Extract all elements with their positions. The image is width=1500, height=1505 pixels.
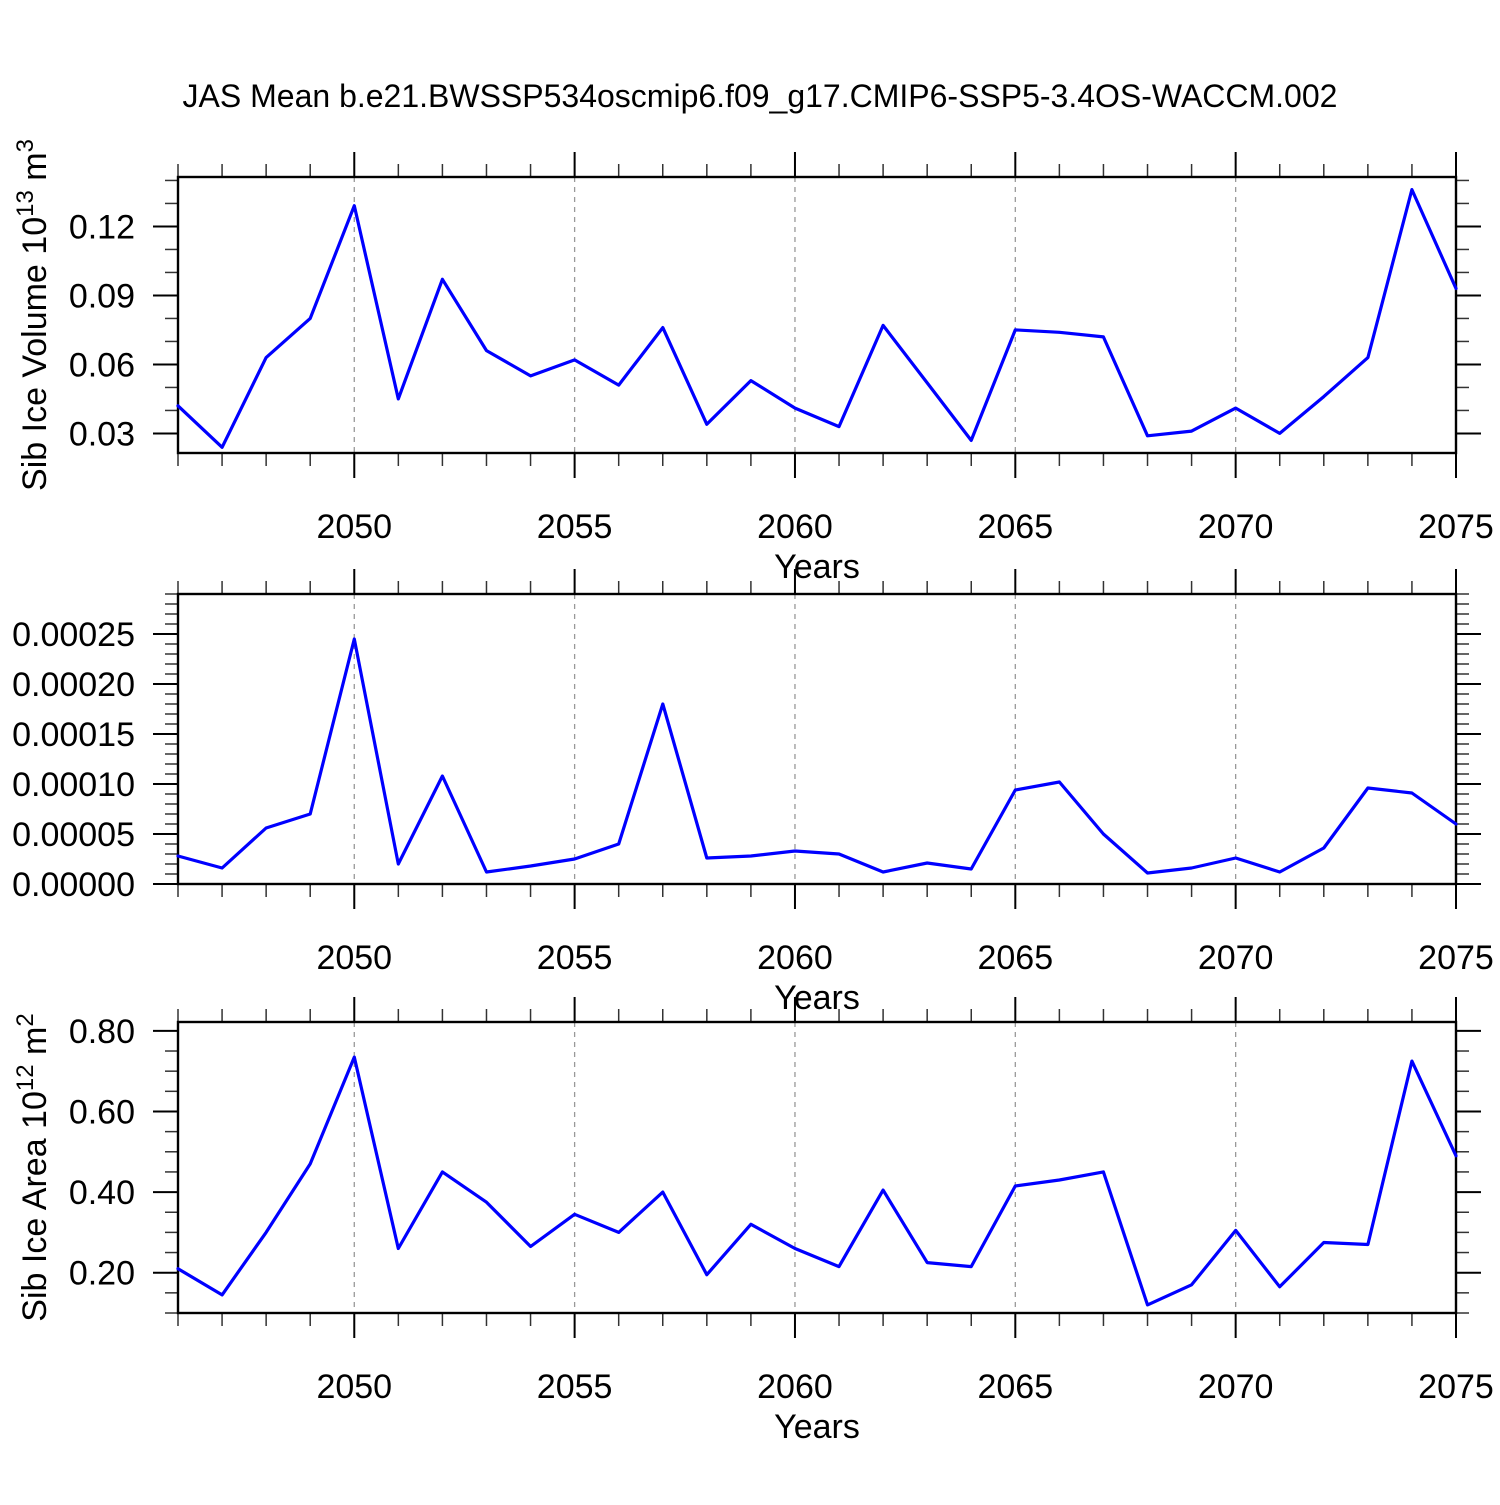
plot-border [176, 1020, 1458, 1315]
plot-border [176, 592, 1458, 886]
x-tick-label: 2060 [757, 1368, 833, 1406]
y-tick-label: 0.00005 [12, 816, 135, 854]
panel-sib-ice-middle: 2050 2055 2060 2065 2070 2075 0.00000 0.00005 0.… [12, 569, 1494, 1017]
x-tick-label: 2070 [1198, 508, 1274, 546]
plot-border [176, 175, 1458, 455]
chart-title: JAS Mean b.e21.BWSSP534oscmip6.f09_g17.C… [183, 78, 1338, 114]
y-tick-label: 0.00000 [12, 866, 135, 904]
x-tick-label: 2055 [537, 939, 613, 977]
x-tick-label: 2065 [977, 939, 1053, 977]
y-tick-label: 0.09 [69, 277, 135, 315]
y-tick-label: 0.80 [69, 1013, 135, 1051]
x-tick-label: 2060 [757, 508, 833, 546]
y-axis-label: Sib Ice Volume 1013 m3 [12, 139, 54, 491]
y-tick-label: 0.00025 [12, 616, 135, 654]
y-tick-label: 0.20 [69, 1255, 135, 1293]
x-tick-label: 2050 [316, 508, 392, 546]
x-tick-label: 2065 [977, 508, 1053, 546]
panel-sib-ice-area: 2050 2055 2060 2065 2070 2075 0.20 0.40 0.60 0.80… [12, 997, 1494, 1446]
x-tick-label: 2075 [1418, 939, 1494, 977]
x-axis-label: Years [774, 1408, 860, 1446]
x-tick-label: 2050 [316, 1368, 392, 1406]
x-tick-label: 2075 [1418, 1368, 1494, 1406]
data-line-sib-ice-volume [176, 188, 1458, 449]
y-tick-label: 0.03 [69, 415, 135, 453]
y-axis-label: Sib Ice Area 1012 m2 [12, 1013, 54, 1321]
x-tick-label: 2070 [1198, 939, 1274, 977]
x-tick-label: 2070 [1198, 1368, 1274, 1406]
x-tick-label: 2060 [757, 939, 833, 977]
x-axis-label: Years [774, 548, 860, 586]
x-tick-label: 2055 [537, 508, 613, 546]
x-tick-label: 2055 [537, 1368, 613, 1406]
y-tick-label: 0.06 [69, 346, 135, 384]
x-axis-label: Years [774, 979, 860, 1017]
x-tick-label: 2075 [1418, 508, 1494, 546]
y-tick-label: 0.00015 [12, 716, 135, 754]
x-tick-label: 2065 [977, 1368, 1053, 1406]
y-tick-label: 0.40 [69, 1174, 135, 1212]
data-line-sib-ice-area [176, 1055, 1458, 1307]
y-tick-label: 0.00010 [12, 766, 135, 804]
y-tick-label: 0.12 [69, 208, 135, 246]
x-tick-label: 2050 [316, 939, 392, 977]
panel-sib-ice-volume: 2050 2055 2060 2065 2070 2075 0.03 0.06 0.09 0.12… [12, 139, 1494, 586]
y-tick-label: 0.60 [69, 1093, 135, 1131]
data-line-sib-ice-middle [176, 637, 1458, 875]
y-tick-label: 0.00020 [12, 666, 135, 704]
